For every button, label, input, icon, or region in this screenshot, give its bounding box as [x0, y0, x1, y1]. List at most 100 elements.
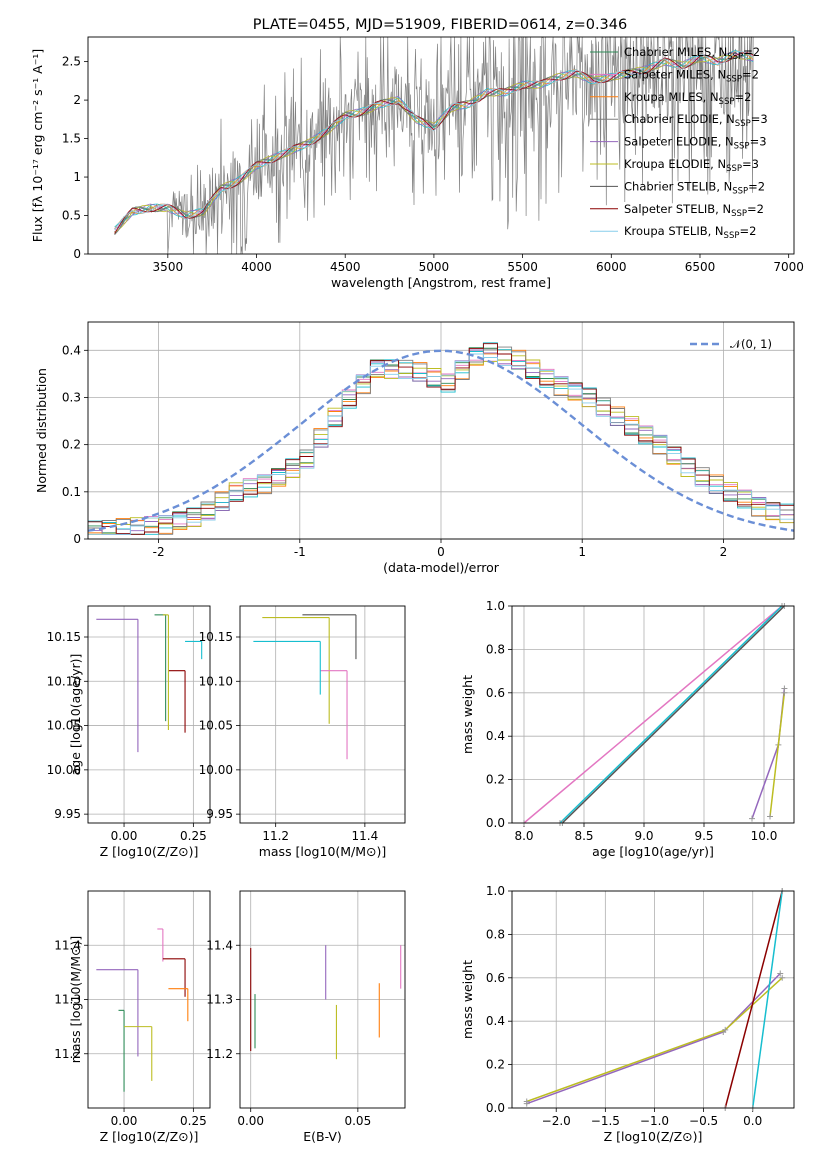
- spectrum-panel: 3500 4000 4500 5000 5500 6000 6500 7000 0 0.5 1 1.5…: [30, 17, 804, 290]
- legend-entry: Chabrier STELIB, NSSP=2: [624, 179, 765, 196]
- x-tick-label: −0.5: [689, 1114, 718, 1128]
- legend-entry: Chabrier MILES, NSSP=2: [624, 45, 760, 62]
- data-point-marker: [777, 970, 784, 977]
- x-tick-label: −1.0: [640, 1114, 669, 1128]
- y-tick-label: 1: [73, 170, 81, 184]
- x-tick-label: 5500: [507, 260, 538, 274]
- data-point-marker: [749, 815, 755, 822]
- x-tick-label: 3500: [153, 260, 184, 274]
- legend-entry: Kroupa MILES, NSSP=2: [624, 90, 751, 107]
- y-tick-label: 0.4: [62, 343, 81, 357]
- histogram-step-line: [88, 353, 794, 535]
- x-tick-label: 9.0: [634, 829, 653, 843]
- legend-entry: 𝒩(0, 1): [730, 337, 772, 351]
- x-tick-label: 10.0: [751, 829, 778, 843]
- y-tick-label: 1.0: [486, 884, 505, 898]
- x-tick-label: 7000: [773, 260, 804, 274]
- x-tick-label: 0.25: [180, 1114, 207, 1128]
- axes-frame: [87, 605, 211, 824]
- axes-frame: [87, 321, 795, 540]
- legend-entry: Salpeter ELODIE, NSSP=3: [624, 135, 767, 152]
- y-tick-label: 0.2: [486, 773, 505, 787]
- y-tick-label: 9.95: [54, 807, 81, 821]
- mass-weight-line: [724, 890, 783, 1109]
- mass-weight-line: [559, 605, 783, 824]
- y-tick-label: 1.0: [486, 599, 505, 613]
- mass-weight-vs-age-panel: 8.0 8.5 9.0 9.5 10.0 0.0 0.2 0.4 0.6 0.8 1.0 age [l…: [460, 599, 795, 859]
- y-axis-label: mass weight: [460, 960, 475, 1039]
- x-tick-label: 6000: [596, 260, 627, 274]
- y-axis-label: age [log10(age/yr)]: [68, 654, 83, 776]
- mass-weight-line: [526, 972, 781, 1105]
- mass-weight-line: [769, 692, 786, 817]
- model-spectrum-line: [114, 49, 754, 228]
- x-tick-label: 4500: [330, 260, 361, 274]
- mass-weight-line: [561, 605, 785, 824]
- x-tick-label: 0.00: [111, 829, 138, 843]
- x-tick-label: 0.0: [743, 1114, 762, 1128]
- legend-entry: Kroupa STELIB, NSSP=2: [624, 224, 756, 241]
- age-vs-metallicity-panel: 0.00 0.25 9.95 10.00 10.05 10.10 10.15 Z [log10…: [47, 605, 211, 859]
- y-tick-label: 0.5: [62, 209, 81, 223]
- x-axis-label: Z [log10(Z/Z⊙)]: [604, 1129, 703, 1144]
- y-tick-label: 0.8: [486, 642, 505, 656]
- y-tick-label: 0.0: [486, 816, 505, 830]
- x-tick-label: -1: [294, 545, 306, 559]
- y-axis-label: mass [log10(M/M⊙)]: [68, 936, 83, 1064]
- legend-entry: Kroupa ELODIE, NSSP=3: [624, 157, 759, 174]
- y-tick-label: 11.2: [206, 1047, 233, 1061]
- x-tick-label: 11.4: [352, 829, 379, 843]
- x-tick-label: -2: [153, 545, 165, 559]
- y-tick-label: 2.5: [62, 55, 81, 69]
- mass-weight-line: [751, 890, 783, 1109]
- axes-frame: [87, 36, 795, 255]
- x-tick-label: 0.25: [180, 829, 207, 843]
- age-vs-mass-panel: 11.2 11.4 9.95 10.00 10.05 10.10 10.15 mass [lo…: [199, 605, 406, 859]
- y-tick-label: 0: [73, 247, 81, 261]
- y-tick-label: 0.0: [486, 1101, 505, 1115]
- y-tick-label: 10.00: [199, 763, 233, 777]
- y-tick-label: 10.15: [47, 630, 81, 644]
- y-axis-label: mass weight: [460, 675, 475, 754]
- axes-frame: [511, 890, 795, 1109]
- y-axis-label: Normed distribution: [34, 368, 49, 493]
- mass-weight-line: [751, 688, 786, 819]
- axes-frame: [239, 890, 406, 1109]
- y-tick-label: 0.4: [486, 1014, 505, 1028]
- y-tick-label: 0.6: [486, 686, 505, 700]
- y-tick-label: 11.2: [54, 1047, 81, 1061]
- mass-weight-line: [523, 605, 783, 824]
- x-tick-label: 2: [720, 545, 728, 559]
- x-tick-label: 9.5: [694, 829, 713, 843]
- x-axis-label: Z [log10(Z/Z⊙)]: [100, 1129, 199, 1144]
- y-tick-label: 11.3: [206, 993, 233, 1007]
- mass-weight-vs-metallicity-panel: −2.0 −1.5 −1.0 −0.5 0.0 0.0 0.2 0.4 0.6 0.8 1.0 Z […: [460, 884, 795, 1144]
- y-tick-label: 1.5: [62, 132, 81, 146]
- model-spectrum-line: [114, 50, 754, 231]
- model-spectrum-line: [114, 52, 754, 230]
- x-tick-label: 4000: [241, 260, 272, 274]
- mass-vs-metallicity-panel: 0.00 0.25 11.2 11.3 11.4 Z [log10(Z/Z⊙)] mass …: [54, 890, 211, 1144]
- data-point-marker: [779, 974, 786, 981]
- data-point-marker: [722, 1026, 729, 1033]
- legend-entry: Salpeter STELIB, NSSP=2: [624, 202, 764, 219]
- model-spectrum-line: [114, 53, 754, 235]
- y-tick-label: 9.95: [206, 807, 233, 821]
- y-tick-label: 11.4: [206, 938, 233, 952]
- y-tick-label: 10.10: [47, 674, 81, 688]
- x-tick-label: 8.5: [574, 829, 593, 843]
- x-tick-label: 0.05: [344, 1114, 371, 1128]
- x-tick-label: 6500: [685, 260, 716, 274]
- mass-vs-extinction-panel: 0.00 0.05 11.2 11.3 11.4 E(B-V): [206, 890, 406, 1144]
- y-tick-label: 10.05: [199, 719, 233, 733]
- residual-histogram-panel: -2 -1 0 1 2 0 0.1 0.2 0.3 0.4 (data-model)/error No…: [34, 321, 795, 575]
- y-tick-label: 0: [73, 532, 81, 546]
- y-tick-label: 0.2: [486, 1058, 505, 1072]
- x-axis-label: mass [log10(M/M⊙)]: [259, 844, 387, 859]
- y-tick-label: 11.4: [54, 938, 81, 952]
- x-tick-label: −1.5: [591, 1114, 620, 1128]
- axes-frame: [239, 605, 406, 824]
- x-axis-label: wavelength [Angstrom, rest frame]: [331, 275, 551, 290]
- x-tick-label: 5000: [419, 260, 450, 274]
